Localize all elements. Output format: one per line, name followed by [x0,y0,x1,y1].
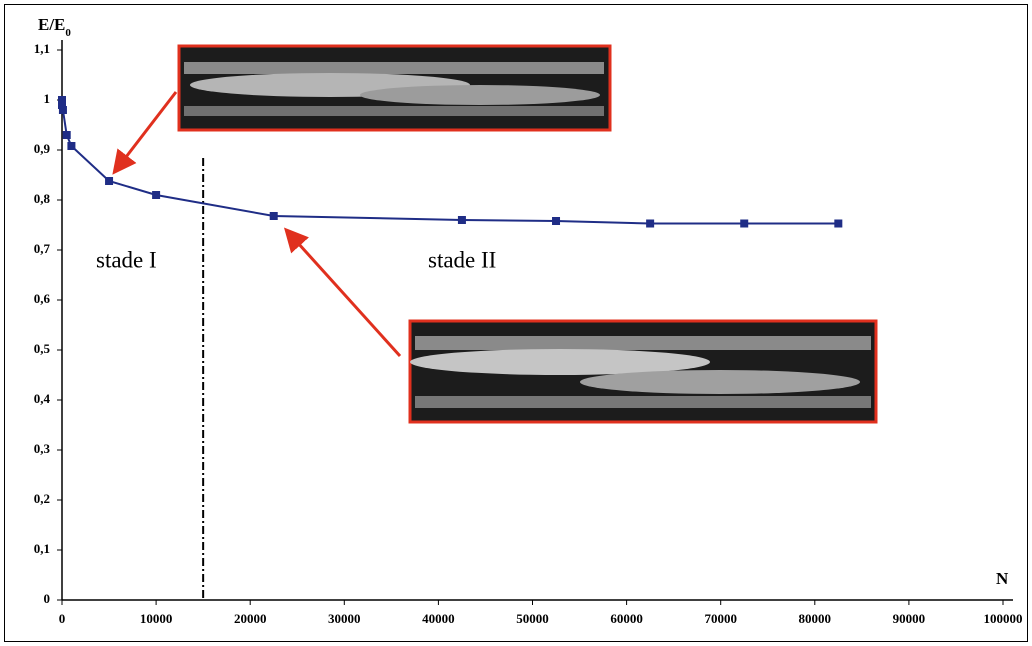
photo-texture [580,370,860,394]
data-point [105,177,114,185]
y-tick-label: 0,8 [34,191,51,206]
photo-texture [410,349,710,375]
x-tick-label: 90000 [893,611,926,626]
data-point [58,101,66,109]
y-axis-title: E/E0 [38,15,71,39]
x-tick-label: 70000 [704,611,737,626]
x-tick-label: 50000 [516,611,549,626]
photo [408,319,878,424]
y-tick-label: 1 [44,91,51,106]
photo-texture [360,85,600,105]
y-tick-label: 0,2 [34,491,50,506]
data-point [58,96,66,104]
annotation: stade I [96,247,157,272]
frame [4,4,1028,642]
arrow [283,227,402,358]
data-point [457,216,466,224]
y-tick-label: 0,1 [34,541,50,556]
data-point [58,106,67,114]
y-tick-label: 1,1 [34,41,50,56]
data-point [152,191,161,199]
arrow [112,91,178,175]
data-point [552,217,561,225]
x-tick-label: 0 [59,611,66,626]
x-tick-label: 20000 [234,611,267,626]
photo-texture [184,106,604,116]
y-tick-label: 0 [44,591,51,606]
data-point [269,212,278,220]
photo [177,44,612,132]
x-axis-title: N [996,569,1009,588]
x-tick-label: 60000 [610,611,643,626]
x-tick-label: 80000 [799,611,832,626]
data-point [646,219,655,228]
y-axis-title-subscript: 0 [65,27,71,39]
y-tick-label: 0,9 [34,141,51,156]
data-point [740,219,749,228]
y-tick-label: 0,4 [34,391,51,406]
y-tick-label: 0,3 [34,441,51,456]
x-tick-label: 40000 [422,611,455,626]
y-tick-label: 0,5 [34,341,51,356]
data-point [67,142,76,150]
y-axis-title-main: E/E [38,15,65,34]
data-point [62,131,71,139]
data-point [834,219,843,228]
x-tick-label: 30000 [328,611,361,626]
photo-texture [184,62,604,74]
y-tick-label: 0,6 [34,291,51,306]
photo-texture [415,336,871,350]
x-tick-label: 100000 [984,611,1023,626]
annotation: stade II [428,247,496,272]
y-tick-label: 0,7 [34,241,51,256]
photo-texture [415,396,871,408]
x-tick-label: 10000 [140,611,173,626]
